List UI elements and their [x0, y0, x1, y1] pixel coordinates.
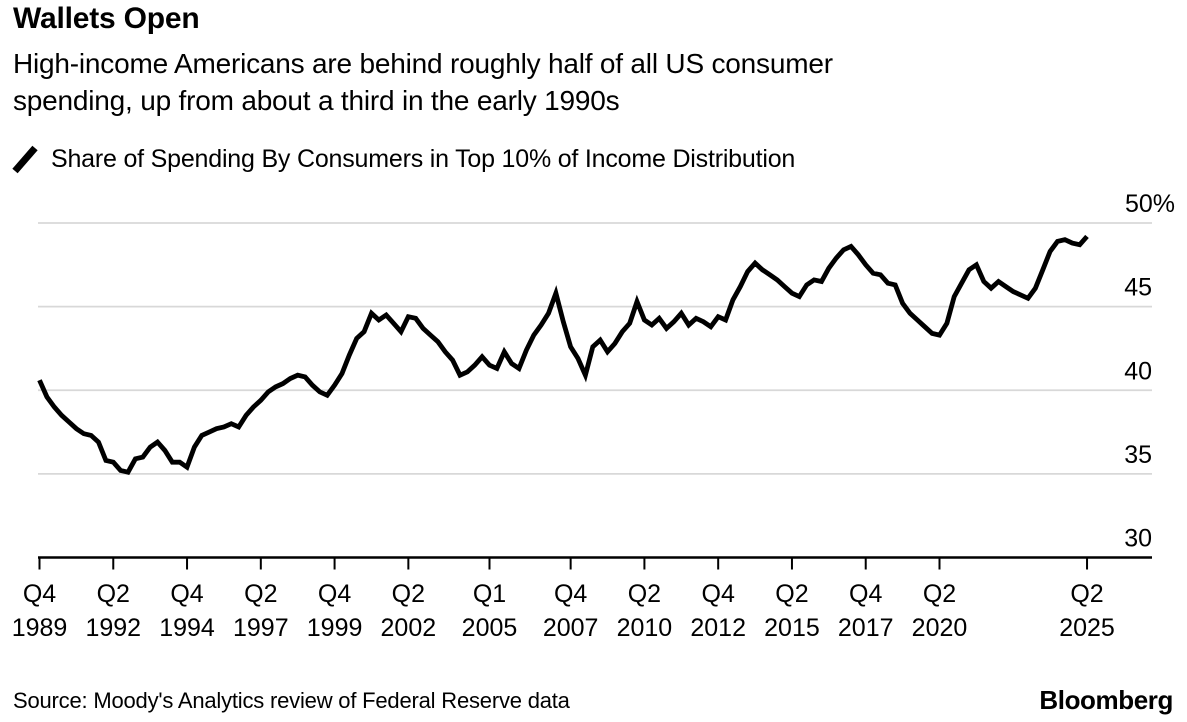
x-axis-label-year: 2007: [543, 614, 599, 642]
y-axis-label: 50%: [1125, 190, 1175, 218]
spending-share-line: [37, 234, 1089, 475]
y-axis-label: 40: [1124, 357, 1152, 385]
x-axis-label-year: 1994: [159, 614, 215, 642]
x-axis-label-year: 2002: [381, 614, 437, 642]
x-axis-label-quarter: Q4: [554, 580, 587, 608]
x-axis-label-quarter: Q4: [318, 580, 351, 608]
x-axis-label-year: 2025: [1059, 614, 1115, 642]
x-axis-label-quarter: Q2: [97, 580, 130, 608]
x-axis-label-year: 1992: [85, 614, 141, 642]
x-axis-label-year: 1989: [12, 614, 68, 642]
x-axis-label-year: 2020: [912, 614, 968, 642]
x-axis-label-quarter: Q4: [849, 580, 882, 608]
x-axis-label-quarter: Q2: [244, 580, 277, 608]
x-axis-label-quarter: Q1: [473, 580, 506, 608]
y-axis-label: 35: [1124, 441, 1152, 469]
source-note: Source: Moody's Analytics review of Fede…: [13, 688, 570, 713]
x-axis-label-year: 2005: [462, 614, 518, 642]
bloomberg-logo: Bloomberg: [1039, 685, 1173, 715]
x-axis-label-quarter: Q4: [23, 580, 56, 608]
chart-subtitle: High-income Americans are behind roughly…: [13, 45, 833, 119]
chart-subtitle-line-1: High-income Americans are behind roughly…: [13, 48, 833, 79]
x-axis-label-quarter: Q4: [702, 580, 735, 608]
x-axis-label-quarter: Q2: [775, 580, 808, 608]
x-axis-label-year: 1997: [233, 614, 289, 642]
x-axis-label-quarter: Q2: [1070, 580, 1103, 608]
x-axis-label-year: 2017: [838, 614, 894, 642]
x-axis-label-year: 2010: [617, 614, 673, 642]
x-axis-label-quarter: Q2: [392, 580, 425, 608]
x-axis-label-year: 1999: [307, 614, 363, 642]
legend-label: Share of Spending By Consumers in Top 10…: [51, 145, 796, 173]
x-axis-label-quarter: Q4: [170, 580, 203, 608]
x-axis-label-quarter: Q2: [628, 580, 661, 608]
y-axis-label: 45: [1124, 274, 1152, 302]
chart-title: Wallets Open: [13, 2, 200, 35]
y-axis-label: 30: [1124, 525, 1152, 553]
chart-subtitle-line-2: spending, up from about a third in the e…: [13, 85, 620, 116]
x-axis-label-year: 2012: [690, 614, 746, 642]
legend: Share of Spending By Consumers in Top 10…: [10, 144, 795, 175]
x-axis-label-year: 2015: [764, 614, 820, 642]
x-axis-label-quarter: Q2: [923, 580, 956, 608]
line-series-icon: [10, 144, 40, 175]
